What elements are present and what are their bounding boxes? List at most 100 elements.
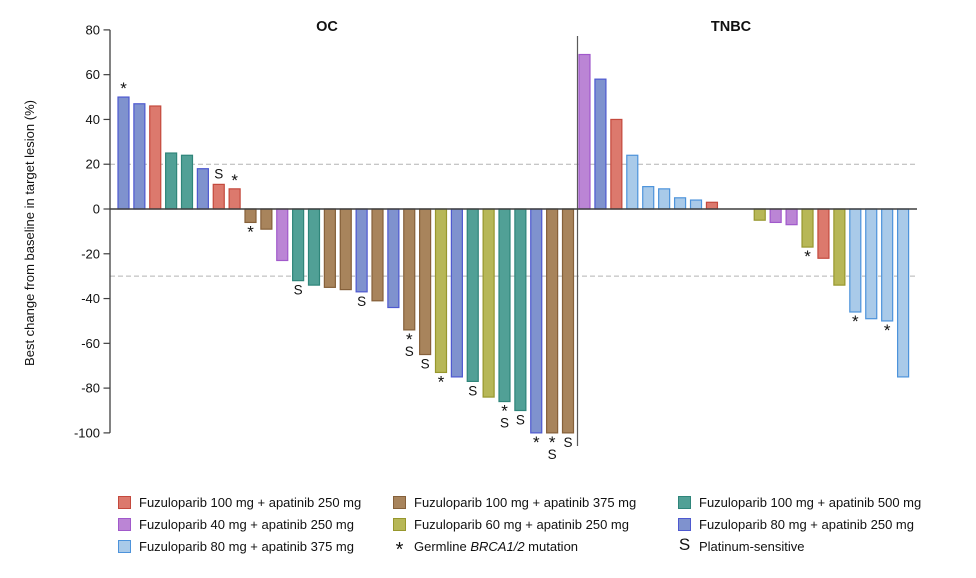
annotation-brca-star: * bbox=[804, 247, 811, 266]
legend-label: Fuzuloparib 100 mg + apatinib 500 mg bbox=[699, 494, 922, 510]
y-tick-label--80: -80 bbox=[81, 381, 100, 396]
legend-item-f80a375: Fuzuloparib 80 mg + apatinib 375 mg bbox=[118, 535, 361, 557]
annotation-brca-star: * bbox=[533, 433, 540, 452]
legend-label: Fuzuloparib 80 mg + apatinib 375 mg bbox=[139, 538, 354, 554]
annotation-platinum-s: S bbox=[468, 383, 477, 398]
bar-tnbc-9 bbox=[705, 201, 719, 210]
bar-oc-7 bbox=[212, 183, 225, 210]
s-symbol-icon: S bbox=[678, 535, 691, 554]
bar-oc-26 bbox=[514, 208, 527, 412]
bar-tnbc-8 bbox=[689, 199, 703, 210]
bar-tnbc-2 bbox=[594, 78, 607, 210]
bar-oc-1 bbox=[117, 96, 130, 210]
bar-tnbc-20 bbox=[881, 208, 894, 322]
bar-oc-3 bbox=[149, 105, 162, 210]
bar-oc-5 bbox=[180, 154, 194, 210]
y-tick-label--100: -100 bbox=[74, 425, 100, 440]
legend-label: Germline BRCA1/2 mutation bbox=[414, 538, 579, 554]
legend-column-3: Fuzuloparib 100 mg + apatinib 500 mg Fuzu… bbox=[678, 491, 921, 557]
bar-oc-8 bbox=[228, 188, 241, 210]
bar-tnbc-14 bbox=[785, 208, 798, 226]
annotation-brca-star: * bbox=[231, 171, 238, 190]
legend-item-f60a250: Fuzuloparib 60 mg + apatinib 250 mg bbox=[393, 513, 636, 535]
annotation-platinum-s: S bbox=[421, 357, 430, 372]
legend-swatch-icon bbox=[118, 495, 131, 509]
bar-tnbc-15 bbox=[801, 208, 814, 248]
legend-label: Fuzuloparib 80 mg + apatinib 250 mg bbox=[699, 516, 914, 532]
bar-oc-27 bbox=[530, 208, 543, 434]
annotation-brca-star: * bbox=[247, 222, 254, 241]
legend-item-f40a250: Fuzuloparib 40 mg + apatinib 250 mg bbox=[118, 513, 361, 535]
legend-swatch-icon bbox=[678, 517, 691, 531]
annotation-platinum-s: S bbox=[516, 413, 525, 428]
legend-column-1: Fuzuloparib 100 mg + apatinib 250 mg Fuzu… bbox=[118, 491, 361, 557]
y-axis-label: Best change from baseline in target lesi… bbox=[22, 100, 37, 366]
y-tick-label--60: -60 bbox=[81, 336, 100, 351]
bar-oc-4 bbox=[165, 152, 178, 210]
bar-oc-21 bbox=[434, 208, 448, 374]
annotation-platinum-s: S bbox=[563, 435, 572, 450]
y-tick-label-0: 0 bbox=[93, 202, 100, 217]
y-tick-label--20: -20 bbox=[81, 246, 100, 261]
bar-oc-24 bbox=[482, 208, 495, 398]
bar-oc-17 bbox=[371, 208, 384, 302]
bar-tnbc-1 bbox=[578, 53, 591, 210]
bar-oc-10 bbox=[260, 208, 273, 230]
bar-oc-14 bbox=[323, 208, 336, 288]
bar-tnbc-17 bbox=[833, 208, 846, 286]
y-tick-label--40: -40 bbox=[81, 291, 100, 306]
annotation-platinum-s: S bbox=[357, 294, 366, 309]
bar-oc-9 bbox=[244, 208, 257, 224]
legend-item-f100a500: Fuzuloparib 100 mg + apatinib 500 mg bbox=[678, 491, 921, 513]
legend-label: Fuzuloparib 100 mg + apatinib 375 mg bbox=[414, 494, 637, 510]
bar-oc-20 bbox=[419, 208, 432, 356]
annotation-brca-star: * bbox=[501, 402, 508, 421]
bar-tnbc-4 bbox=[626, 154, 639, 210]
y-tick-label-40: 40 bbox=[86, 112, 100, 127]
star-symbol-icon: * bbox=[395, 538, 404, 561]
legend-item-f80a250: Fuzuloparib 80 mg + apatinib 250 mg bbox=[678, 513, 921, 535]
annotation-brca-star: * bbox=[406, 330, 413, 349]
bar-oc-2 bbox=[133, 103, 146, 210]
bar-oc-28 bbox=[546, 208, 559, 434]
panel-title-oc: OC bbox=[316, 19, 338, 35]
annotation-brca-star: * bbox=[852, 312, 859, 331]
bar-oc-19 bbox=[403, 208, 416, 331]
annotation-brca-star: * bbox=[549, 433, 556, 452]
panel-title-tnbc: TNBC bbox=[711, 19, 752, 35]
y-tick-label-20: 20 bbox=[86, 157, 100, 172]
legend-label: Fuzuloparib 100 mg + apatinib 250 mg bbox=[139, 494, 362, 510]
bar-oc-13 bbox=[307, 208, 321, 286]
bar-tnbc-12 bbox=[753, 208, 766, 221]
legend-label: Fuzuloparib 40 mg + apatinib 250 mg bbox=[139, 516, 354, 532]
y-tick-label-80: 80 bbox=[86, 22, 100, 37]
legend-column-2: Fuzuloparib 100 mg + apatinib 375 mg Fuzu… bbox=[393, 491, 636, 561]
legend-label: Platinum-sensitive bbox=[699, 538, 805, 554]
bar-oc-23 bbox=[466, 208, 479, 382]
bar-tnbc-6 bbox=[658, 188, 671, 210]
bar-oc-12 bbox=[292, 208, 305, 282]
annotation-platinum-s: S bbox=[500, 416, 509, 431]
annotation-brca-star: * bbox=[438, 372, 445, 391]
bar-tnbc-21 bbox=[896, 208, 910, 378]
bar-oc-15 bbox=[339, 208, 352, 291]
annotation-platinum-s: S bbox=[405, 344, 414, 359]
bar-oc-25 bbox=[498, 208, 511, 403]
legend-item-platinum-sensitive: S Platinum-sensitive bbox=[678, 535, 921, 557]
legend-item-f100a375: Fuzuloparib 100 mg + apatinib 375 mg bbox=[393, 491, 636, 513]
legend-label: Fuzuloparib 60 mg + apatinib 250 mg bbox=[414, 516, 629, 532]
bar-tnbc-5 bbox=[642, 186, 655, 210]
legend-swatch-icon bbox=[393, 517, 406, 531]
bar-oc-11 bbox=[276, 208, 289, 262]
legend-item-germline-brca: * Germline BRCA1/2 mutation bbox=[393, 535, 636, 561]
bar-oc-29 bbox=[561, 208, 575, 434]
bar-oc-18 bbox=[387, 208, 400, 309]
annotation-brca-star: * bbox=[884, 321, 891, 340]
legend-swatch-icon bbox=[118, 517, 131, 531]
legend-swatch-icon bbox=[118, 539, 131, 553]
bar-tnbc-13 bbox=[769, 208, 782, 224]
bar-tnbc-16 bbox=[817, 208, 830, 259]
bar-oc-16 bbox=[355, 208, 368, 293]
